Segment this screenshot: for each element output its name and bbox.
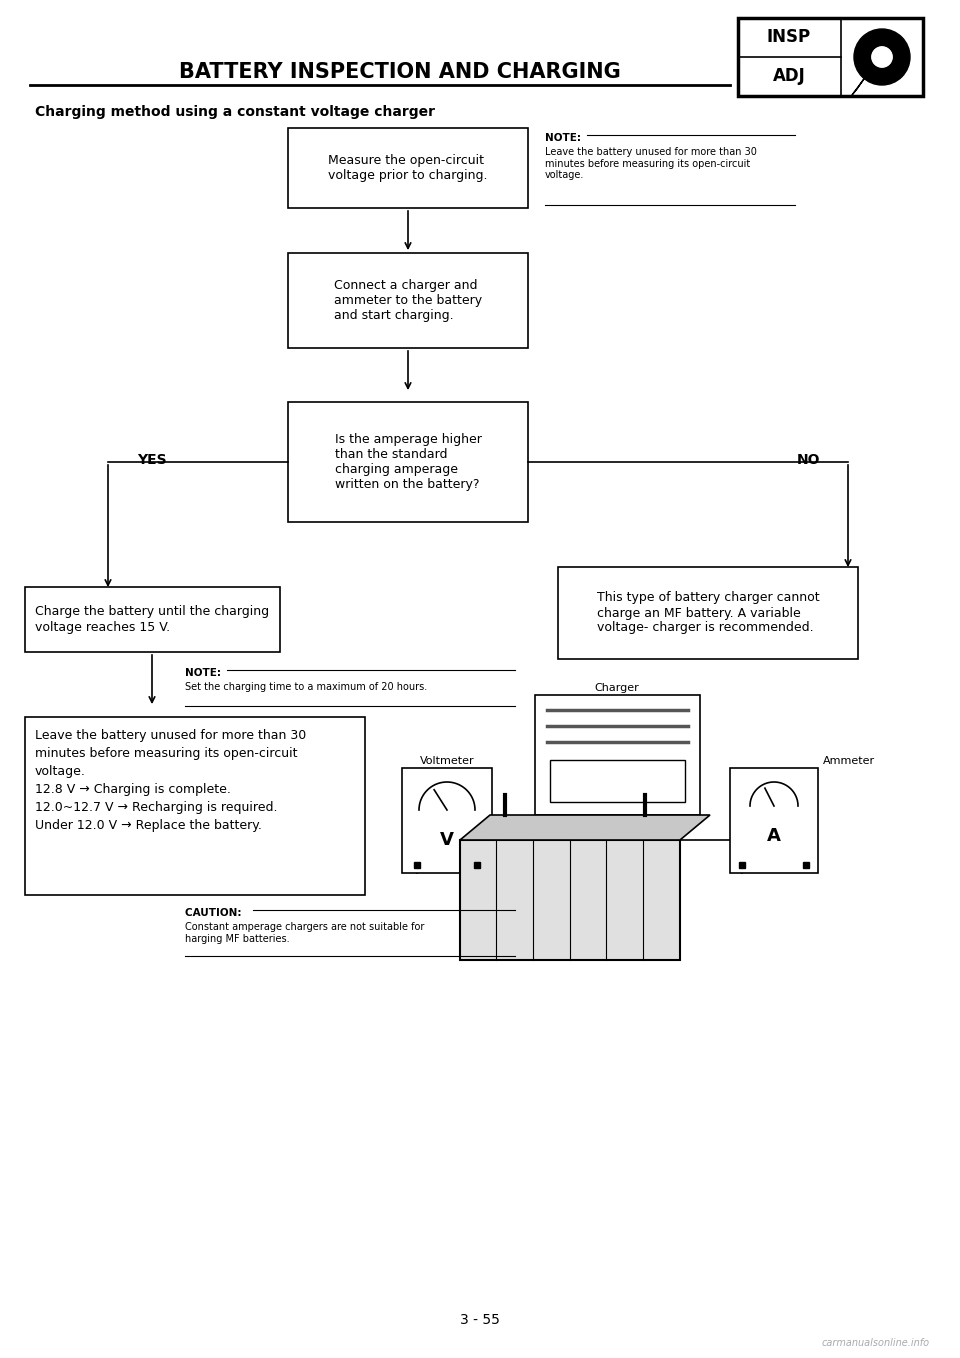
Text: A: A <box>767 827 780 845</box>
Text: This type of battery charger cannot
charge an MF battery. A variable
voltage- ch: This type of battery charger cannot char… <box>597 592 819 634</box>
Bar <box>550 760 685 803</box>
Text: Charging method using a constant voltage charger: Charging method using a constant voltage… <box>35 105 435 120</box>
Text: INSP: INSP <box>767 29 811 46</box>
Bar <box>558 568 858 659</box>
Text: carmanualsonline.info: carmanualsonline.info <box>822 1338 930 1348</box>
Text: Leave the battery unused for more than 30
minutes before measuring its open-circ: Leave the battery unused for more than 3… <box>35 729 306 832</box>
Circle shape <box>854 29 910 86</box>
Text: Set the charging time to a maximum of 20 hours.: Set the charging time to a maximum of 20… <box>185 682 427 693</box>
Bar <box>730 769 818 873</box>
Text: YES: YES <box>137 454 167 467</box>
Text: NOTE:: NOTE: <box>185 668 225 678</box>
Text: ADJ: ADJ <box>773 67 805 86</box>
Text: NO: NO <box>796 454 820 467</box>
Polygon shape <box>460 815 710 841</box>
Text: Ammeter: Ammeter <box>823 756 876 766</box>
Text: Is the amperage higher
than the standard
charging amperage
written on the batter: Is the amperage higher than the standard… <box>335 433 481 492</box>
Bar <box>535 695 700 815</box>
Bar <box>25 717 365 895</box>
Text: Charger: Charger <box>594 683 639 693</box>
Bar <box>25 587 280 652</box>
Bar <box>402 769 492 873</box>
Bar <box>460 841 680 960</box>
Bar <box>738 18 923 96</box>
Text: Leave the battery unused for more than 30
minutes before measuring its open-circ: Leave the battery unused for more than 3… <box>545 147 756 181</box>
Text: BATTERY INSPECTION AND CHARGING: BATTERY INSPECTION AND CHARGING <box>180 62 621 81</box>
Text: Constant amperage chargers are not suitable for
harging MF batteries.: Constant amperage chargers are not suita… <box>185 922 424 944</box>
Text: NOTE:: NOTE: <box>545 133 585 143</box>
Circle shape <box>872 48 892 67</box>
Text: Charge the battery until the charging
voltage reaches 15 V.: Charge the battery until the charging vo… <box>36 606 270 633</box>
Text: Connect a charger and
ammeter to the battery
and start charging.: Connect a charger and ammeter to the bat… <box>334 278 482 322</box>
Bar <box>288 402 528 521</box>
Bar <box>288 253 528 348</box>
Circle shape <box>872 48 892 67</box>
Text: Voltmeter: Voltmeter <box>420 756 474 766</box>
Bar <box>288 128 528 208</box>
Text: Measure the open-circuit
voltage prior to charging.: Measure the open-circuit voltage prior t… <box>328 153 488 182</box>
Polygon shape <box>852 65 877 95</box>
Text: 3 - 55: 3 - 55 <box>460 1313 500 1327</box>
Text: CAUTION:: CAUTION: <box>185 909 245 918</box>
Text: V: V <box>440 831 454 849</box>
